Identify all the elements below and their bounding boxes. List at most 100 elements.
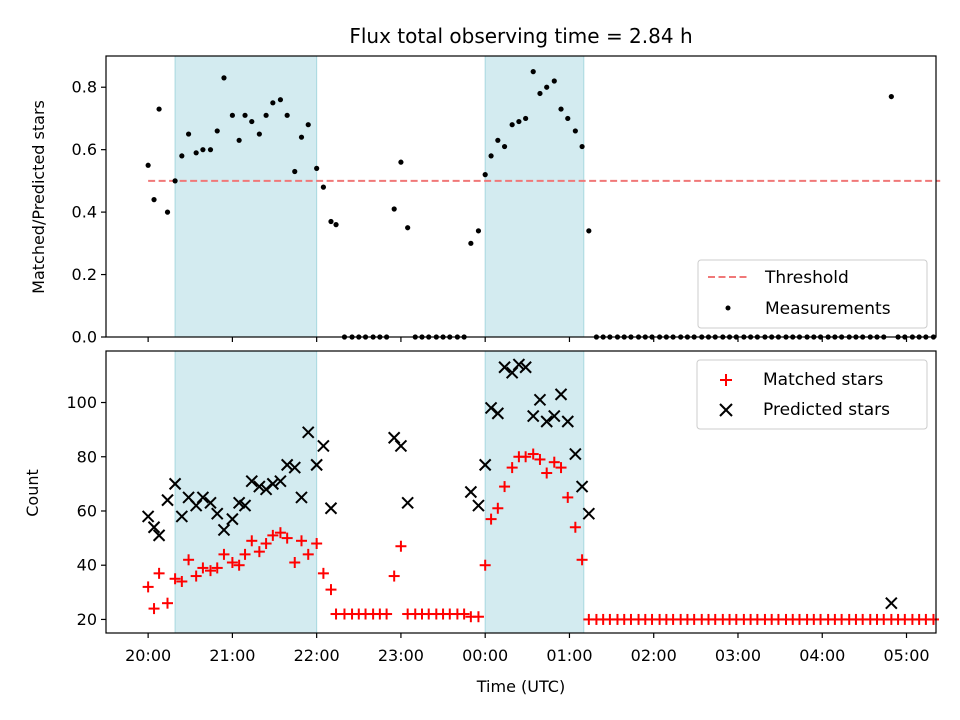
predicted-star-marker <box>324 502 338 515</box>
predicted-star-stroke <box>464 485 478 499</box>
predicted-star-marker <box>310 458 323 472</box>
bottom-legend: Matched stars Predicted stars <box>696 359 928 430</box>
matched-star-marker <box>260 538 272 550</box>
top-legend: Threshold Measurements <box>697 259 928 329</box>
matched-star-marker <box>506 462 518 474</box>
predicted-star-marker <box>527 409 540 423</box>
predicted-star-marker <box>561 415 574 428</box>
predicted-star-marker <box>533 393 547 407</box>
matched-star-marker <box>302 548 314 560</box>
measurement-point <box>579 143 585 150</box>
predicted-star-marker <box>478 458 492 472</box>
measurement-point <box>256 131 262 137</box>
predicted-star-marker <box>317 439 330 453</box>
top-shaded-interval <box>174 55 318 338</box>
x-tick-label: 03:00 <box>715 646 761 665</box>
measurement-point <box>551 78 557 84</box>
predicted-star-stroke <box>484 401 498 415</box>
measurement-point <box>509 122 515 128</box>
measurement-point <box>405 225 411 231</box>
measurement-point <box>164 209 171 215</box>
matched-star-marker <box>274 527 286 539</box>
matched-star-marker <box>197 562 209 574</box>
predicted-star-stroke <box>182 491 195 504</box>
matched-star-marker <box>499 481 511 493</box>
matched-star-marker <box>148 603 160 615</box>
measurement-point <box>236 137 242 143</box>
predicted-star-marker <box>217 523 231 537</box>
predicted-star-stroke <box>168 477 182 491</box>
predicted-star-marker <box>464 485 478 499</box>
measurement-point <box>156 106 162 112</box>
measurement-point <box>565 115 571 122</box>
predicted-star-stroke <box>141 510 155 523</box>
predicted-star-marker <box>491 407 505 420</box>
matched-star-marker <box>492 502 504 514</box>
x-tick-label: 00:00 <box>462 646 508 665</box>
y-tick-label: 20 <box>77 610 97 629</box>
measurement-point <box>482 172 488 178</box>
predicted-star-stroke <box>569 447 582 461</box>
measurement-point <box>298 134 305 140</box>
predicted-star-stroke <box>582 507 596 520</box>
legend-predicted-swatch <box>719 403 733 417</box>
measurement-point <box>530 69 536 75</box>
measurement-point <box>516 118 522 125</box>
x-tick-label: 01:00 <box>546 646 592 665</box>
matched-star-marker <box>485 513 497 525</box>
matched-star-marker <box>562 491 574 503</box>
matched-star-marker <box>325 584 337 596</box>
predicted-star-marker <box>175 510 189 523</box>
x-tick-label: 21:00 <box>209 646 255 665</box>
bottom-panel-frame <box>105 350 937 634</box>
predicted-star-stroke <box>519 361 532 374</box>
top-shaded-interval <box>484 55 585 338</box>
bottom-shaded-interval <box>174 350 318 634</box>
predicted-star-stroke <box>387 431 401 444</box>
predicted-star-marker <box>554 388 568 401</box>
x-tick-label: 22:00 <box>294 646 340 665</box>
measurement-point <box>398 159 404 165</box>
predicted-star-marker <box>226 512 239 526</box>
matched-star-marker <box>541 467 553 479</box>
matched-star-marker <box>267 529 279 541</box>
matched-star-marker <box>927 613 939 625</box>
predicted-star-stroke <box>217 523 231 537</box>
measurement-point <box>558 106 564 112</box>
y-tick-label: 0.0 <box>72 328 97 347</box>
predicted-star-stroke <box>161 493 174 507</box>
measurement-point <box>214 128 220 134</box>
matched-star-marker <box>472 611 484 623</box>
measurement-point <box>263 112 269 118</box>
chart-title: Flux total observing time = 2.84 h <box>349 24 692 48</box>
matched-star-marker <box>176 575 188 587</box>
predicted-star-stroke <box>288 461 301 474</box>
predicted-star-stroke <box>204 496 217 510</box>
x-tick-label: 05:00 <box>883 646 929 665</box>
matched-star-marker <box>253 546 265 558</box>
matched-star-marker <box>527 448 539 460</box>
measurement-point <box>328 218 334 225</box>
legend-matched-swatch <box>720 374 732 386</box>
predicted-star-marker <box>519 361 532 374</box>
predicted-star-stroke <box>540 415 553 428</box>
predicted-star-stroke <box>152 529 166 542</box>
measurement-point <box>468 240 474 246</box>
predicted-star-marker <box>498 361 511 374</box>
predicted-star-stroke <box>527 409 540 423</box>
predicted-star-stroke <box>512 358 526 371</box>
matched-star-marker <box>388 570 400 582</box>
matched-star-marker <box>395 540 407 552</box>
measurement-point <box>523 115 529 122</box>
matched-star-marker <box>548 456 560 468</box>
matched-star-marker <box>169 573 181 585</box>
bottom-legend-box <box>696 359 928 430</box>
predicted-star-stroke <box>472 499 485 512</box>
matched-star-marker <box>555 462 567 474</box>
top-panel: 0.00.20.40.60.8 Matched/Predicted stars … <box>29 55 941 347</box>
y-tick-label: 60 <box>77 501 97 520</box>
measurement-point <box>888 93 894 100</box>
predicted-star-stroke <box>211 507 224 520</box>
top-y-ticks: 0.0 0.2 0.4 0.6 0.8 <box>72 78 106 347</box>
